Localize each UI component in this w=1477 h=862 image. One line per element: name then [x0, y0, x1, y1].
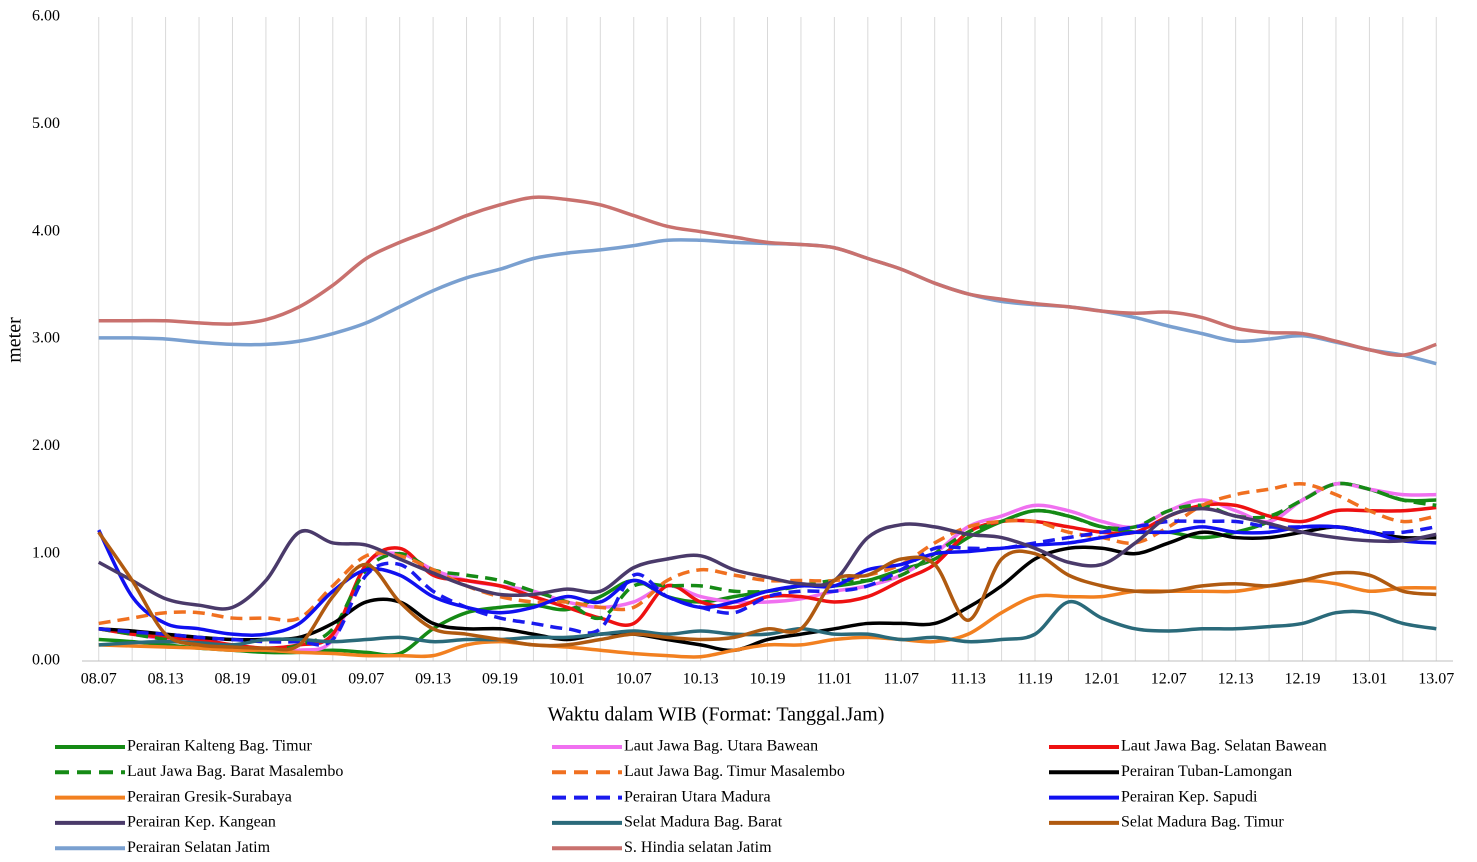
x-tick-label: 11.13 [950, 671, 985, 688]
y-tick-label: 5.00 [32, 115, 60, 132]
legend-label: Selat Madura Bag. Barat [624, 814, 783, 831]
legend-label: Perairan Kalteng Bag. Timur [127, 738, 313, 755]
legend-label: Perairan Selatan Jatim [127, 839, 271, 856]
x-tick-label: 09.13 [415, 671, 451, 688]
x-tick-label: 09.19 [482, 671, 518, 688]
x-tick-label: 10.01 [549, 671, 585, 688]
x-tick-label: 13.07 [1418, 671, 1454, 688]
y-tick-label: 6.00 [32, 8, 60, 25]
x-tick-label: 12.07 [1151, 671, 1187, 688]
x-tick-label: 12.19 [1285, 671, 1321, 688]
y-tick-label: 2.00 [32, 437, 60, 454]
series-line [97, 524, 1437, 637]
x-tick-label: 11.01 [817, 671, 852, 688]
x-tick-label: 09.01 [281, 671, 317, 688]
series-line [98, 482, 1437, 626]
series-line [98, 599, 1437, 647]
x-tick-label: 13.01 [1351, 671, 1387, 688]
x-tick-label: 12.01 [1084, 671, 1120, 688]
x-tick-label: 11.07 [884, 671, 919, 688]
legend-label: Perairan Utara Madura [624, 788, 771, 805]
x-tick-label: 12.13 [1218, 671, 1254, 688]
legend-label: Selat Madura Bag. Timur [1121, 814, 1284, 831]
series-line [97, 506, 1437, 611]
x-tick-label: 08.13 [148, 671, 184, 688]
y-tick-label: 0.00 [32, 652, 60, 669]
x-axis-label: Waktu dalam WIB (Format: Tanggal.Jam) [548, 704, 885, 726]
legend-label: Laut Jawa Bag. Barat Masalembo [127, 763, 343, 780]
legend-label: S. Hindia selatan Jatim [624, 839, 772, 856]
series-line [98, 578, 1437, 659]
legend-label: Perairan Kep. Kangean [127, 814, 276, 831]
series-line [98, 195, 1437, 357]
x-tick-label: 11.19 [1017, 671, 1052, 688]
x-tick-label: 10.19 [750, 671, 786, 688]
legend-label: Laut Jawa Bag. Timur Masalembo [624, 763, 845, 780]
legend-label: Laut Jawa Bag. Selatan Bawean [1121, 738, 1327, 755]
legend-label: Laut Jawa Bag. Utara Bawean [624, 738, 818, 755]
x-tick-label: 09.07 [348, 671, 384, 688]
legend-label: Perairan Gresik-Surabaya [127, 788, 292, 805]
x-tick-label: 10.07 [616, 671, 652, 688]
y-tick-label: 1.00 [32, 544, 60, 561]
x-tick-label: 08.07 [81, 671, 117, 688]
y-tick-label: 4.00 [32, 222, 60, 239]
legend-label: Perairan Kep. Sapudi [1121, 788, 1258, 805]
y-axis-label: meter [4, 317, 26, 363]
x-tick-label: 10.13 [683, 671, 719, 688]
series-line [97, 531, 1437, 652]
x-tick-label: 08.19 [214, 671, 250, 688]
legend-label: Perairan Tuban-Lamongan [1121, 763, 1292, 780]
series-line [98, 525, 1437, 653]
y-tick-label: 3.00 [32, 330, 60, 347]
